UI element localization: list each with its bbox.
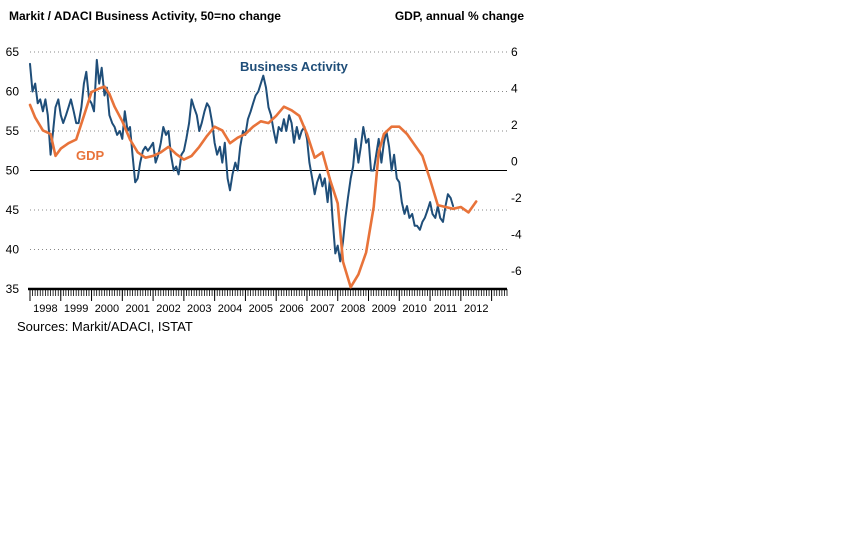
x-tick-label-2010: 2010 xyxy=(402,303,426,315)
x-tick-label-2012: 2012 xyxy=(464,303,488,315)
left-tick-label-55: 55 xyxy=(6,124,20,138)
x-tick-label-2006: 2006 xyxy=(279,303,303,315)
left-tick-label-40: 40 xyxy=(6,243,20,257)
x-tick-label-2005: 2005 xyxy=(249,303,273,315)
right-tick-label-6: 6 xyxy=(511,45,518,59)
x-tick-label-1998: 1998 xyxy=(33,303,57,315)
x-tick-label-2003: 2003 xyxy=(187,303,211,315)
left-axis-title: Markit / ADACI Business Activity, 50=no … xyxy=(9,9,281,23)
right-tick-label--4: -4 xyxy=(511,227,522,241)
x-tick-label-2001: 2001 xyxy=(125,303,149,315)
x-tick-label-1999: 1999 xyxy=(64,303,88,315)
business-activity-label: Business Activity xyxy=(240,59,349,74)
left-tick-label-60: 60 xyxy=(6,85,20,99)
source-note: Sources: Markit/ADACI, ISTAT xyxy=(17,319,193,334)
x-tick-label-2004: 2004 xyxy=(218,303,242,315)
right-tick-label-4: 4 xyxy=(511,81,518,95)
x-tick-label-2000: 2000 xyxy=(95,303,119,315)
x-tick-label-2011: 2011 xyxy=(434,303,458,315)
right-tick-label-2: 2 xyxy=(511,118,518,132)
right-tick-label--6: -6 xyxy=(511,264,522,278)
left-tick-label-35: 35 xyxy=(6,282,20,296)
right-axis-title: GDP, annual % change xyxy=(395,9,524,23)
x-tick-label-2008: 2008 xyxy=(341,303,365,315)
x-tick-label-2009: 2009 xyxy=(372,303,396,315)
gdp-label: GDP xyxy=(76,148,105,163)
right-tick-label--2: -2 xyxy=(511,191,522,205)
x-tick-label-2002: 2002 xyxy=(156,303,180,315)
right-tick-label-0: 0 xyxy=(511,154,518,168)
left-tick-label-50: 50 xyxy=(6,164,20,178)
x-tick-label-2007: 2007 xyxy=(310,303,334,315)
left-tick-label-45: 45 xyxy=(6,203,20,217)
business-activity-line xyxy=(29,58,455,263)
gdp-line xyxy=(28,85,478,289)
left-tick-label-65: 65 xyxy=(6,45,20,59)
